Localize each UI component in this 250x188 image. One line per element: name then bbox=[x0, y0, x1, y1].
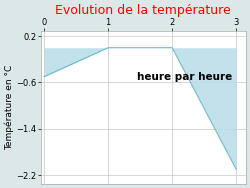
Title: Evolution de la température: Evolution de la température bbox=[56, 4, 231, 17]
Y-axis label: Température en °C: Température en °C bbox=[4, 65, 14, 150]
Text: heure par heure: heure par heure bbox=[137, 72, 232, 82]
